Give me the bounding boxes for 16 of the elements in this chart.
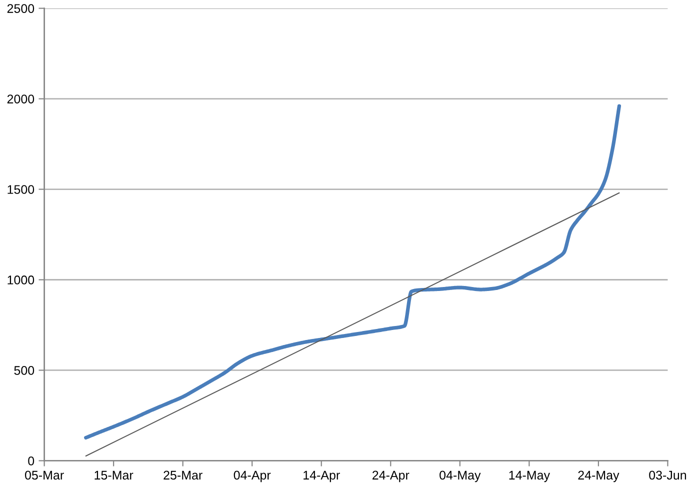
x-tick-label: 04-Apr (234, 470, 271, 482)
y-tick-label: 500 (14, 366, 34, 375)
x-tick-label: 03-Jun (649, 470, 686, 480)
x-tick-label: 05-Mar (24, 470, 64, 480)
x-tick-label: 14-Apr (304, 470, 340, 482)
x-tick-label: 24-Apr (372, 470, 410, 482)
x-tick-label: 04-May (440, 470, 481, 482)
y-tick-label: 1500 (8, 185, 34, 194)
x-tick-label: 25-Mar (164, 470, 202, 480)
x-tick-label: 15-Mar (94, 470, 134, 480)
y-tick-label: 2000 (7, 94, 34, 104)
x-tick-label: 14-May (509, 470, 550, 482)
y-tick-label: 0 (28, 456, 34, 466)
x-tick-label: 24-May (578, 470, 620, 482)
y-tick-label: 2500 (7, 4, 34, 13)
y-tick-label: 1000 (8, 276, 34, 284)
